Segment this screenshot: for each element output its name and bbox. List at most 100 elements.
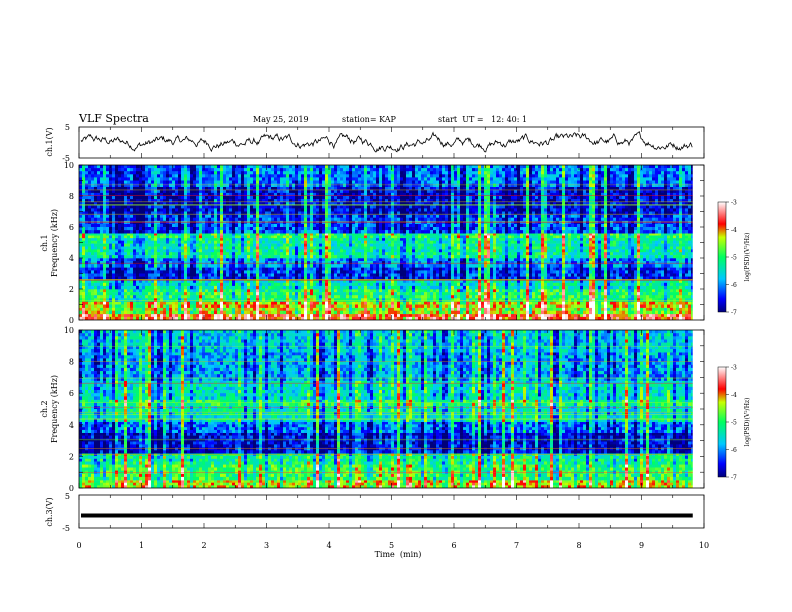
spectrogram-cell [547, 258, 551, 262]
spectrogram-cell [214, 295, 218, 299]
spectrogram-cell [571, 282, 575, 287]
spectrogram-cell [268, 246, 272, 250]
spectrogram-cell [115, 258, 119, 262]
spectrogram-cell [544, 243, 548, 247]
spectrogram-cell [652, 307, 656, 311]
spectrogram-cell [277, 282, 281, 287]
spectrogram-cell [439, 285, 443, 290]
spectrogram-cell [316, 279, 320, 284]
spectrogram-cell [688, 279, 692, 284]
spectrogram-cell [376, 301, 380, 305]
spectrogram-cell [646, 282, 650, 287]
spectrogram-cell [223, 282, 227, 287]
spectrogram-cell [472, 267, 476, 271]
spectrogram-cell [388, 289, 392, 293]
spectrogram-cell [289, 310, 293, 315]
spectrogram-cell [445, 295, 449, 299]
spectrogram-cell [250, 301, 254, 305]
spectrogram-cell [241, 316, 245, 320]
spectrogram-cell [205, 313, 209, 318]
spectrogram-cell [526, 307, 530, 311]
ch1-ytick-bottom: -5 [62, 154, 70, 163]
spectrogram-cell [175, 310, 179, 315]
spectrogram-cell [625, 289, 629, 293]
spectrogram-cell [685, 295, 689, 299]
spectrogram-cell [415, 304, 419, 308]
spectrogram-cell [286, 310, 290, 315]
spectrogram-cell [211, 301, 215, 305]
spectrogram-cell [331, 295, 335, 299]
spectrogram-cell [520, 261, 524, 265]
spectrogram-cell [259, 282, 263, 287]
spectrogram-cell [91, 237, 95, 241]
spectrogram-cell [82, 261, 86, 265]
spectrogram-cell [418, 313, 422, 318]
spectrogram-cell [385, 261, 389, 265]
spectrogram-cell [187, 264, 191, 268]
spectrogram-cell [493, 279, 497, 284]
spectrogram-cell [565, 243, 569, 247]
spectrogram-cell [466, 289, 470, 293]
spectrogram-cell [154, 304, 158, 308]
spectrogram-cell [535, 316, 539, 320]
spectrogram-cell [361, 279, 365, 284]
spectrogram-cell [658, 246, 662, 250]
spectrogram-cell [325, 243, 329, 247]
spectrogram-cell [367, 276, 371, 280]
spectrogram-cell [379, 292, 383, 296]
spectrogram-cell [355, 273, 359, 277]
spectrogram-cell [199, 292, 203, 296]
spectrogram-cell [664, 270, 668, 274]
ch1-waveform-ticks [78, 127, 705, 158]
spectrogram-cell [610, 301, 614, 305]
spectrogram-cell [370, 298, 374, 302]
spectrogram-cell [490, 304, 494, 308]
spectrogram-cell [304, 304, 308, 308]
spectrogram-cell [604, 246, 608, 250]
spectrogram-cell [430, 295, 434, 299]
spectrogram-cell [415, 237, 419, 241]
spectrogram-cell [439, 261, 443, 265]
spectrogram-cell [367, 267, 371, 271]
spectrogram-cell [103, 301, 107, 305]
spectrogram-cell [319, 243, 323, 247]
spectrogram-cell [298, 295, 302, 299]
spectrogram-cell [271, 304, 275, 308]
spectrogram-cell [412, 237, 416, 241]
spectrogram-cell [409, 270, 413, 274]
spectrogram-cell [214, 285, 218, 290]
spectrogram-cell [574, 270, 578, 274]
spectrogram-cell [379, 279, 383, 284]
spectrogram-cell [115, 301, 119, 305]
spectrogram-cell [229, 304, 233, 308]
spectrogram-cell [325, 240, 329, 244]
spectrogram-cell [124, 301, 128, 305]
spectrogram-cell [331, 261, 335, 265]
spectrogram-cell [295, 298, 299, 302]
spectrogram-cell [406, 307, 410, 311]
spectrogram-cell [118, 282, 122, 287]
spectrogram-cell [184, 270, 188, 274]
spectrogram-cell [475, 267, 479, 271]
spectrogram-cell [328, 267, 332, 271]
spectrogram-cell [538, 307, 542, 311]
spectrogram-cell [655, 240, 659, 244]
spectrogram-cell [340, 270, 344, 274]
spectrogram-cell [547, 240, 551, 244]
spectrogram-cell [130, 313, 134, 318]
spectrogram-cell [100, 279, 104, 284]
spectrogram-cell [301, 282, 305, 287]
spectrogram-cell [499, 313, 503, 318]
spectrogram-cell [493, 237, 497, 241]
spectrogram-cell [262, 267, 266, 271]
spectrogram-cell [436, 301, 440, 305]
spectrogram-cell [160, 264, 164, 268]
spectrogram-cell [328, 261, 332, 265]
spectrogram-cell [214, 267, 218, 271]
spectrogram-cell [211, 285, 215, 290]
spectrogram-cell [124, 313, 128, 318]
spectrogram-cell [367, 258, 371, 262]
spectrogram-cell [418, 267, 422, 271]
spectrogram-cell [118, 301, 122, 305]
spectrogram-cell [259, 307, 263, 311]
